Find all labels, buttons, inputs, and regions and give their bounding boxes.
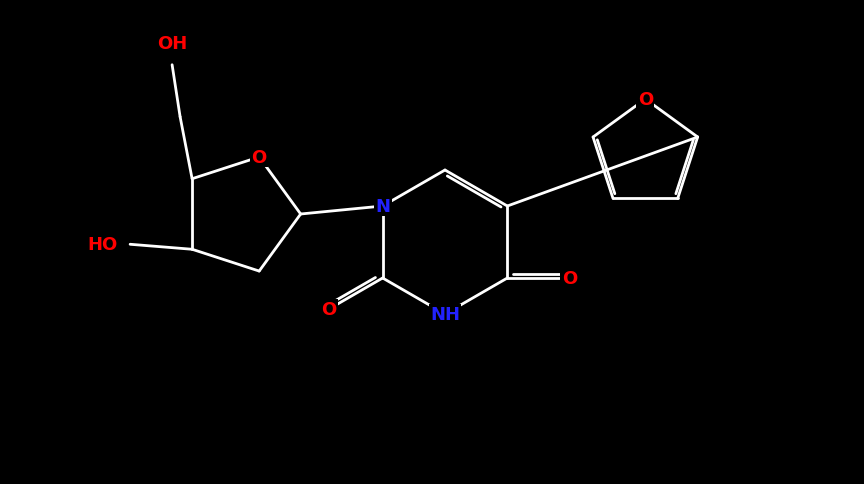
Text: NH: NH — [430, 305, 460, 323]
Text: N: N — [375, 197, 391, 215]
Text: HO: HO — [87, 236, 118, 254]
Text: OH: OH — [157, 35, 187, 53]
Text: O: O — [321, 301, 337, 318]
Text: O: O — [251, 149, 267, 166]
Text: O: O — [562, 270, 577, 287]
Text: O: O — [638, 91, 653, 109]
